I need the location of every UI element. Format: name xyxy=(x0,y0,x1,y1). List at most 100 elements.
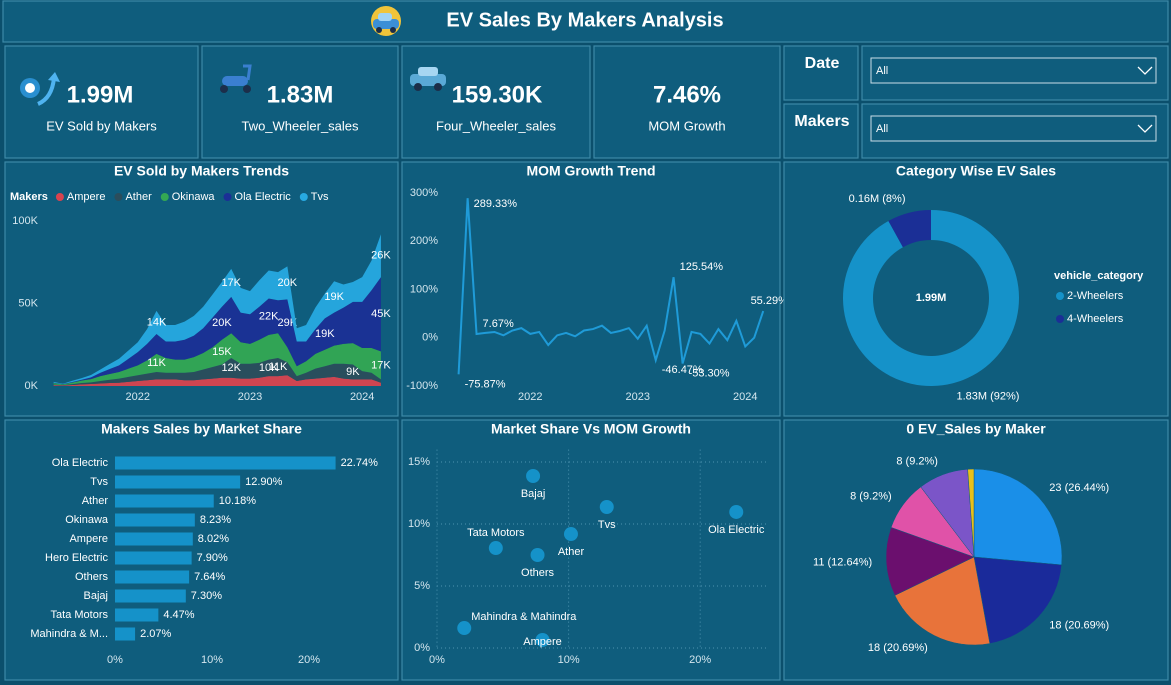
data-label: 8 (9.2%) xyxy=(850,491,892,503)
chart-title: 0 EV_Sales by Maker xyxy=(906,421,1046,437)
kpi-value: 159.30K xyxy=(452,81,543,108)
point-label: Ola Electric xyxy=(708,524,765,536)
scatter-point xyxy=(599,500,614,515)
data-label: 7.64% xyxy=(194,571,225,583)
data-label: 2.07% xyxy=(140,628,171,640)
x-tick-label: 2024 xyxy=(350,391,374,403)
legend-marker xyxy=(223,193,232,201)
data-label: 4.47% xyxy=(163,609,194,621)
dashboard-title: EV Sales By Makers Analysis xyxy=(446,9,723,31)
point-label: Bajaj xyxy=(521,488,545,500)
data-label: 7.30% xyxy=(191,590,222,602)
data-label: 19K xyxy=(324,291,344,303)
data-label: 12.90% xyxy=(245,476,283,488)
area-segment xyxy=(53,357,381,386)
x-tick-label: 10% xyxy=(558,654,580,666)
x-tick-label: 0% xyxy=(107,654,123,666)
data-label: 12K xyxy=(221,362,241,374)
bar xyxy=(115,532,193,546)
kpi-label: Two_Wheeler_sales xyxy=(241,118,359,133)
legend-marker xyxy=(160,193,169,201)
chart-title: Category Wise EV Sales xyxy=(896,163,1056,179)
data-label: 18 (20.69%) xyxy=(1049,620,1109,632)
data-label: 8.23% xyxy=(200,514,231,526)
kpi-label: MOM Growth xyxy=(648,118,725,133)
chart-panel xyxy=(401,419,781,681)
legend-label: 2-Wheelers xyxy=(1067,290,1124,302)
dropdown[interactable] xyxy=(870,115,1157,142)
dropdown[interactable] xyxy=(870,57,1157,84)
data-label: 9K xyxy=(346,366,360,378)
scatter-point xyxy=(535,632,550,647)
legend-marker xyxy=(1056,315,1064,323)
kpi-card xyxy=(201,45,399,159)
chart-title: Makers Sales by Market Share xyxy=(101,421,302,437)
bar xyxy=(115,494,214,508)
kpi-value: 1.99M xyxy=(67,81,134,108)
kpi-icon-dollar xyxy=(20,72,60,106)
kpi-value: 7.46% xyxy=(653,81,721,108)
category-label: Ola Electric xyxy=(52,457,109,469)
legend-title: Makers xyxy=(10,191,48,203)
data-label: 7.67% xyxy=(483,318,514,330)
bar xyxy=(115,627,136,641)
area-segment xyxy=(53,375,381,386)
filter-label-box xyxy=(783,103,859,159)
slice xyxy=(973,556,1062,644)
data-label: 125.54% xyxy=(680,261,724,273)
area-segment xyxy=(53,333,381,386)
bar xyxy=(115,570,190,584)
kpi-label: Four_Wheeler_sales xyxy=(436,118,556,133)
category-label: Hero Electric xyxy=(45,552,108,564)
filter-label-box xyxy=(783,45,859,101)
dropdown-chevron xyxy=(1137,124,1153,133)
area-segment xyxy=(53,277,381,385)
category-label: Ather xyxy=(82,495,109,507)
dropdown-value: All xyxy=(876,123,888,135)
data-label: 11 (12.64%) xyxy=(813,556,872,568)
legend-title: vehicle_category xyxy=(1054,270,1144,282)
data-label: 10K xyxy=(259,362,279,374)
data-label: 17K xyxy=(371,359,391,371)
data-label: 22K xyxy=(259,311,279,323)
x-tick-label: 2022 xyxy=(126,391,150,403)
slice xyxy=(888,210,931,248)
slice xyxy=(967,468,975,558)
y-tick-label: 0% xyxy=(414,642,430,654)
x-tick-label: 2024 xyxy=(733,391,757,403)
x-tick-label: 2023 xyxy=(626,391,650,403)
data-label: 8.02% xyxy=(198,533,229,545)
x-tick-label: 2023 xyxy=(238,391,262,403)
legend-marker xyxy=(55,193,64,201)
header-bar xyxy=(2,0,1169,43)
legend-marker xyxy=(1056,292,1064,300)
legend-label: Ampere xyxy=(67,191,106,203)
y-tick-label: -100% xyxy=(406,380,438,392)
data-label: 1.83M (92%) xyxy=(956,391,1019,403)
x-tick-label: 10% xyxy=(201,654,223,666)
data-label: 55.29% xyxy=(751,295,789,307)
point-label: Ather xyxy=(558,546,585,558)
scatter-point xyxy=(488,541,503,556)
data-label: 10.18% xyxy=(219,495,257,507)
x-tick-label: 20% xyxy=(689,654,711,666)
data-label: 11K xyxy=(269,361,288,373)
chart-title: MOM Growth Trend xyxy=(526,163,655,179)
data-label: 19K xyxy=(315,328,335,340)
bar xyxy=(115,589,186,603)
data-label: 20K xyxy=(278,277,298,289)
scatter-point xyxy=(530,548,545,562)
data-label: 289.33% xyxy=(474,198,518,210)
kpi-icon-scooter xyxy=(220,64,252,93)
data-label: 17K xyxy=(221,277,241,289)
data-label: 26K xyxy=(371,250,391,262)
data-label: 18 (20.69%) xyxy=(868,642,928,654)
area-segment xyxy=(53,234,381,385)
legend-label: Ather xyxy=(125,191,152,203)
y-tick-label: 15% xyxy=(408,456,430,468)
y-tick-label: 0% xyxy=(422,332,438,344)
category-label: Mahindra & M... xyxy=(30,628,108,640)
slice xyxy=(894,556,991,646)
y-tick-label: 100K xyxy=(12,215,38,227)
